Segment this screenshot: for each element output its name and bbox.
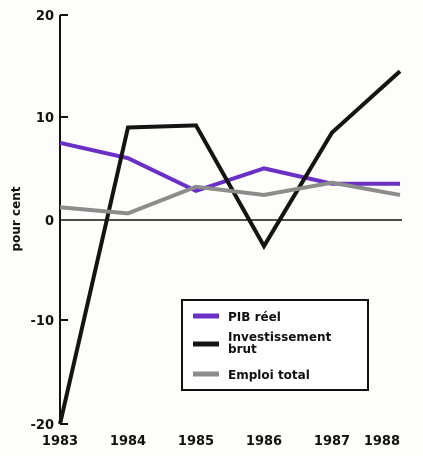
x-tick-label: 1984: [110, 434, 146, 449]
legend-label-emploi: Emploi total: [228, 368, 310, 382]
series-line-investissement-brut: [58, 69, 402, 425]
legend-label-pib: PIB réel: [228, 310, 281, 324]
x-tick-label: 1983: [42, 434, 78, 449]
legend-label-investissement-line2: brut: [228, 342, 257, 356]
x-tick-label: 1985: [178, 434, 214, 449]
x-tick-label: 1986: [246, 434, 282, 449]
y-tick-label: 20: [36, 9, 54, 24]
y-tick-label: 0: [45, 214, 54, 229]
legend-label-investissement: Investissement brut: [228, 330, 336, 356]
legend: PIB réel Investissement brut Emploi tota…: [181, 299, 369, 391]
y-axis-title: pour cent: [9, 186, 23, 251]
series-line-emploi-total: [59, 180, 401, 216]
x-tick-label: 1988: [364, 434, 400, 449]
x-tick-label: 1987: [314, 434, 350, 449]
y-tick-label: -10: [31, 314, 55, 329]
series-layer: [58, 69, 402, 425]
y-tick-label: -20: [31, 418, 55, 433]
y-tick-label: 10: [36, 111, 54, 126]
legend-label-investissement-line1: Investissement: [228, 330, 332, 344]
